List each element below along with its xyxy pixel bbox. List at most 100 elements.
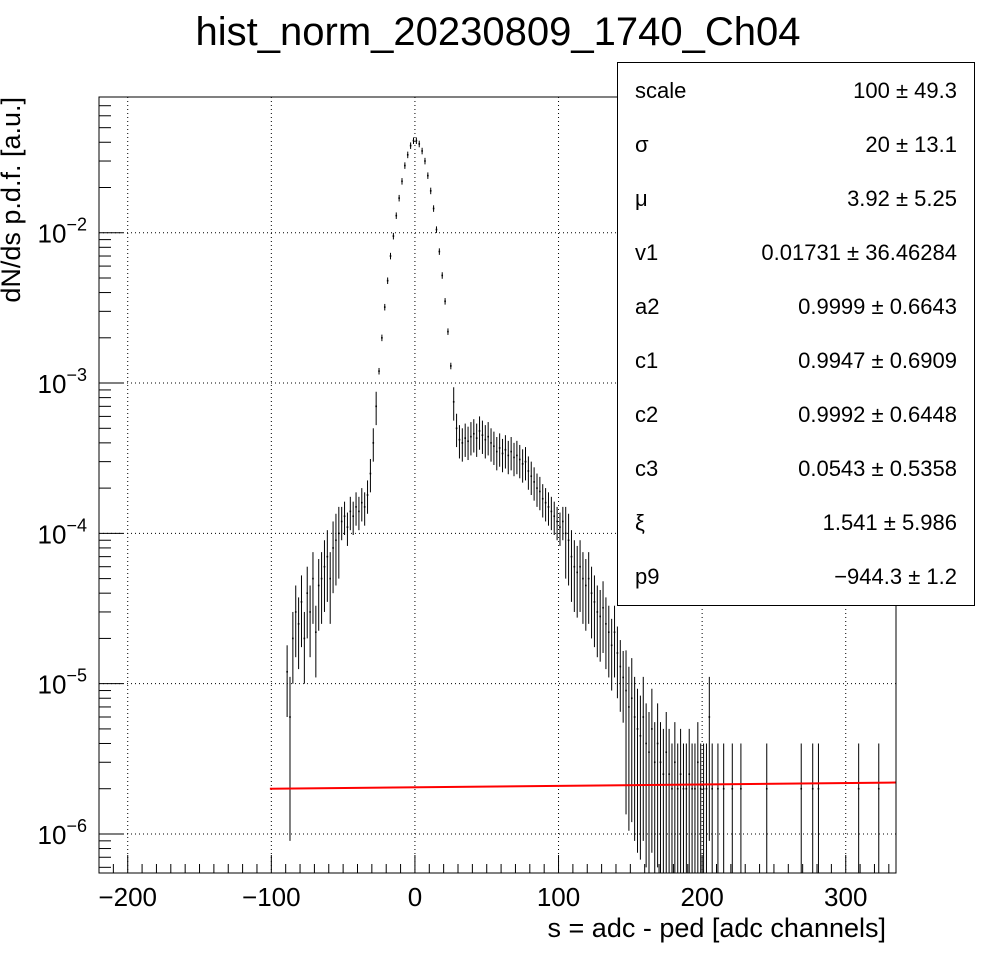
data-point — [346, 526, 349, 528]
data-point — [338, 532, 340, 535]
axis-layer: −200 −100 0 100 200 300 10−6 10−5 10−4 10−3 10−2 s … — [0, 96, 897, 943]
data-point — [708, 716, 711, 718]
data-point — [381, 337, 383, 339]
data-point — [616, 652, 619, 654]
data-point — [484, 438, 487, 441]
data-point — [674, 761, 676, 764]
data-point — [596, 611, 599, 613]
data-point — [740, 787, 742, 790]
data-point — [645, 742, 647, 745]
data-point — [651, 728, 653, 730]
chart-title: hist_norm_20230809_1740_Ch04 — [195, 10, 801, 54]
stat-row: σ 20 ± 13.1 — [618, 117, 974, 171]
stat-name: p9 — [635, 564, 660, 589]
data-point — [679, 773, 682, 775]
data-point — [524, 460, 527, 463]
stat-name: c3 — [635, 456, 659, 481]
stat-row: v1 0.01731 ± 36.46284 — [618, 225, 974, 279]
data-point — [481, 434, 484, 436]
x-axis-label: s = adc - ped [adc channels] — [548, 913, 886, 943]
data-point — [332, 547, 334, 549]
y-tick-label: 10−4 — [38, 515, 87, 549]
data-point — [576, 571, 578, 574]
data-point — [401, 180, 403, 183]
stat-value: 0.9999 ± 0.6643 — [798, 294, 957, 319]
data-point — [289, 716, 291, 718]
data-point — [315, 631, 317, 633]
data-point — [335, 539, 337, 542]
stat-value: 0.0543 ± 0.5358 — [798, 456, 957, 481]
data-point — [622, 676, 624, 679]
stat-value: 0.9947 ± 0.6909 — [798, 348, 957, 373]
data-point — [711, 787, 713, 790]
x-tick-label: −200 — [98, 882, 157, 912]
stat-name: scale — [635, 78, 687, 103]
y-tick-label: 10−6 — [38, 816, 87, 850]
data-point — [659, 761, 662, 764]
x-tick-label: 0 — [408, 882, 422, 912]
data-point — [699, 787, 702, 790]
data-point — [467, 440, 469, 443]
data-point — [625, 689, 627, 692]
data-point — [605, 623, 607, 625]
data-point — [582, 577, 584, 580]
data-point — [306, 592, 309, 594]
data-point — [461, 442, 464, 444]
data-point — [450, 365, 452, 367]
data-point — [383, 306, 386, 308]
data-point — [343, 515, 346, 518]
data-point — [530, 475, 533, 478]
data-point — [323, 565, 326, 568]
stat-value: 0.9992 ± 0.6448 — [798, 402, 957, 427]
data-point — [303, 637, 306, 640]
data-point — [547, 506, 550, 508]
data-point — [470, 435, 472, 438]
data-point — [326, 555, 329, 558]
y-tick-label: 10−3 — [38, 365, 87, 399]
data-point — [478, 430, 481, 432]
data-point — [447, 330, 449, 333]
stat-row: a2 0.9999 ± 0.6643 — [618, 279, 974, 333]
stat-row: p9 −944.3 ± 1.2 — [618, 549, 974, 603]
data-point — [536, 487, 538, 489]
stat-row: scale 100 ± 49.3 — [618, 63, 974, 117]
data-point — [527, 470, 530, 472]
data-point — [404, 164, 406, 167]
data-point — [349, 510, 352, 513]
stat-name: c2 — [635, 402, 659, 427]
data-point — [507, 454, 510, 457]
data-point — [504, 448, 507, 451]
data-point — [593, 601, 596, 603]
y-tick-label: 10−5 — [38, 666, 87, 700]
data-point — [398, 197, 400, 199]
data-point — [665, 751, 668, 753]
data-point — [579, 565, 581, 568]
data-point — [539, 490, 541, 493]
data-point — [722, 787, 725, 790]
data-point — [585, 584, 587, 587]
data-point — [541, 497, 544, 500]
data-point — [636, 728, 639, 730]
x-tick-label: 300 — [824, 882, 867, 912]
data-point — [421, 150, 423, 152]
data-point — [358, 510, 360, 513]
data-point — [877, 787, 880, 790]
data-point — [702, 787, 705, 790]
stat-row: c3 0.0543 ± 0.5358 — [618, 441, 974, 495]
fit-layer — [269, 781, 897, 790]
data-point — [573, 565, 576, 568]
stat-value: 0.01731 ± 36.46284 — [761, 240, 957, 265]
stat-row: c2 0.9992 ± 0.6448 — [618, 387, 974, 441]
data-point — [464, 437, 466, 439]
stat-name: σ — [635, 132, 649, 157]
data-point — [487, 435, 489, 438]
data-point — [562, 520, 564, 523]
data-point — [628, 706, 630, 708]
data-point — [765, 787, 768, 790]
data-point — [676, 787, 679, 790]
data-point — [688, 773, 691, 775]
data-point — [697, 761, 699, 764]
data-point — [286, 670, 288, 673]
stat-name: c1 — [635, 348, 659, 373]
